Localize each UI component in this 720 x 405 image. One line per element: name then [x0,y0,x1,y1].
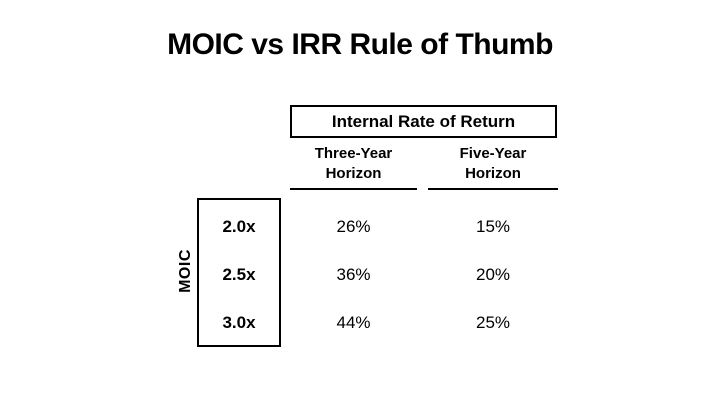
column-header-five-year-line2: Horizon [465,165,521,182]
irr-group-header-label: Internal Rate of Return [331,111,516,131]
cell-five-year-row2: 20% [475,265,511,284]
cell-three-year-row2: 36% [336,265,371,284]
moic-row-label-3: 3.0x [222,313,256,332]
slide-title: MOIC vs IRR Rule of Thumb [167,28,553,61]
column-header-three-year-line1: Three-Year [314,145,393,162]
cell-three-year-row3: 44% [336,313,371,332]
column-header-five-year: Five-Year Horizon [428,144,558,190]
irr-group-header-box: Internal Rate of Return [290,105,557,138]
column-header-three-year-line2: Horizon [325,165,382,182]
moic-row-labels-box [197,198,281,347]
moic-row-label-1: 2.0x [222,217,256,236]
cell-five-year-row3: 25% [475,313,511,332]
moic-axis-label: MOIC [177,249,194,293]
cell-five-year-row1: 15% [475,217,511,236]
moic-row-label-2: 2.5x [222,265,256,284]
column-header-three-year: Three-Year Horizon [290,144,417,190]
cell-three-year-row1: 26% [336,217,371,236]
column-header-five-year-line1: Five-Year [459,145,527,162]
